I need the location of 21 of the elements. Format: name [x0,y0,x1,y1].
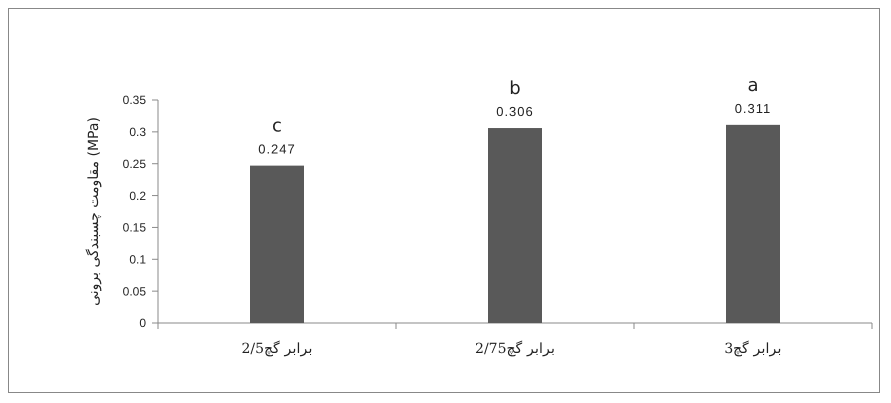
annotation: b [509,78,521,100]
annotation: a [747,74,759,96]
data-label: 0.306 [496,104,534,120]
y-tick-label: 0.3 [129,125,146,140]
annotation: c [272,116,282,137]
y-tick-label: 0.15 [122,220,146,235]
y-axis-title: مقاومت چسبندگی برونی (MPa) [85,117,102,306]
x-tick-label: 2/75برابر گچ [475,340,555,357]
bar [726,124,780,323]
y-tick-label: 0.1 [129,252,146,266]
x-tick-label: 2/5برابر گچ [242,340,312,357]
y-tick-label: 0.05 [122,284,146,298]
y-tick-label: 0 [139,316,146,330]
data-label: 0.311 [734,100,772,116]
x-tick-label: 3برابر گچ [724,340,782,357]
y-tick-label: 0.35 [122,93,146,108]
bar [250,166,304,323]
y-tick-label: 0.25 [122,156,146,171]
data-label: 0.247 [258,142,296,157]
y-tick-label: 0.2 [129,188,146,203]
bar [488,128,542,323]
